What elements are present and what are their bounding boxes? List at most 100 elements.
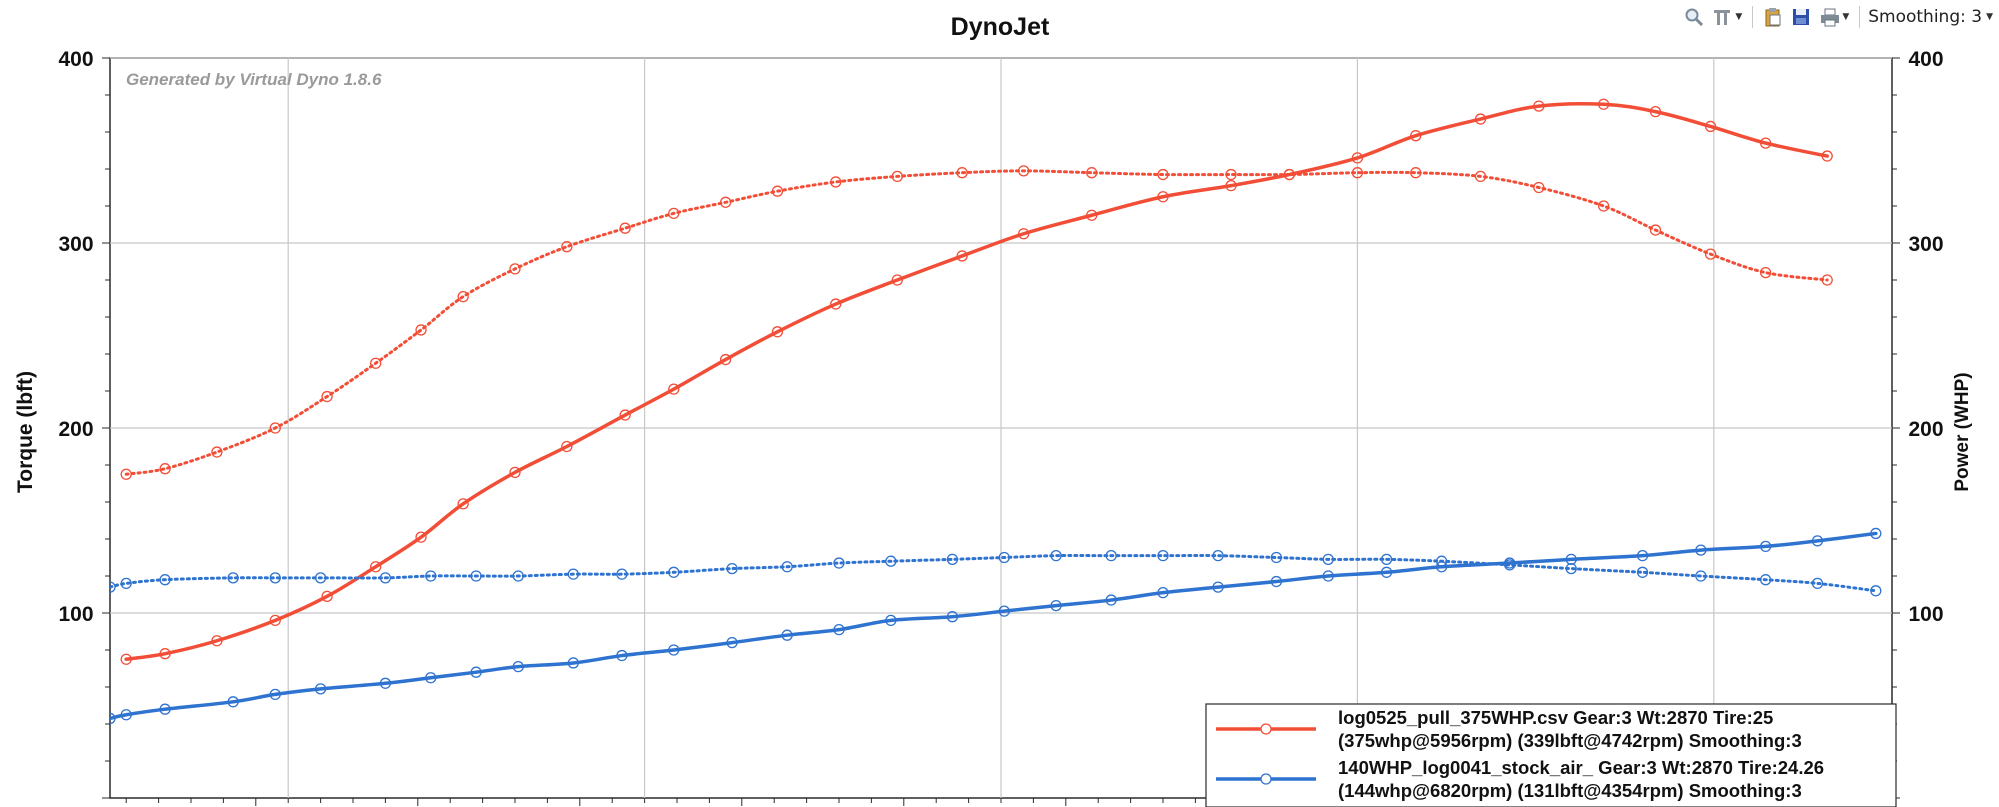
red-power-point — [1474, 113, 1487, 125]
blue-torque-point — [512, 570, 524, 582]
red-torque-point — [561, 241, 573, 253]
copy-button[interactable] — [1761, 7, 1785, 27]
y-tick-label-right: 300 — [1908, 233, 1943, 256]
save-icon — [1793, 9, 1810, 25]
blue-torque-line — [110, 554, 1878, 593]
blue-torque-point — [668, 566, 680, 578]
red-torque-point — [457, 290, 469, 303]
y-tick-label-left: 300 — [58, 233, 93, 256]
chevron-down-icon: ▼ — [1986, 12, 1993, 22]
y-tick-label-right: 400 — [1908, 48, 1943, 71]
red-power-point — [1351, 152, 1364, 164]
blue-power-point — [269, 688, 281, 701]
zoom-icon — [1685, 8, 1704, 27]
blue-torque-point — [227, 572, 239, 584]
blue-torque-point — [110, 581, 116, 593]
red-torque-point — [1533, 181, 1545, 194]
toolbar-divider — [1752, 6, 1754, 28]
red-power-point — [120, 653, 132, 665]
y-axis-label-right: Power (WHP) — [1952, 372, 1973, 491]
blue-power-point — [668, 644, 680, 656]
red-power-point — [370, 561, 382, 573]
blue-torque-point — [269, 572, 281, 584]
red-power-point — [1597, 98, 1610, 110]
chevron-down-icon: ▼ — [1735, 12, 1743, 22]
blue-torque-point — [1270, 551, 1283, 564]
blue-torque-point — [120, 577, 132, 590]
red-power-point — [1759, 137, 1772, 149]
red-torque-point — [321, 390, 333, 403]
blue-torque-point — [616, 568, 628, 580]
red-torque-point — [1225, 168, 1237, 181]
red-power-point — [211, 635, 223, 647]
blue-torque-point — [1870, 585, 1882, 597]
red-torque-point — [415, 324, 427, 336]
red-power-point — [561, 440, 573, 453]
red-power-line — [124, 102, 1829, 661]
red-power-point — [619, 409, 631, 421]
red-torque-point — [370, 357, 382, 369]
red-power-point — [159, 648, 171, 660]
zoom-button[interactable] — [1682, 7, 1706, 27]
blue-power-point — [1870, 527, 1882, 540]
blue-torque-point — [1695, 570, 1707, 582]
blue-torque-point — [1759, 574, 1772, 586]
red-power-point — [1410, 130, 1422, 142]
red-torque-point — [1649, 224, 1662, 236]
blue-torque-point — [781, 561, 793, 573]
blue-power-point — [1565, 553, 1577, 565]
red-torque-point — [1704, 248, 1717, 260]
blue-power-point — [120, 709, 132, 721]
legend-marker-red — [1260, 723, 1272, 735]
legend-label-red: log0525_pull_375WHP.csv Gear:3 Wt:2870 T… — [1338, 707, 1773, 728]
legend-detail-blue: (144whp@6820rpm) (131lbft@4354rpm) Smoot… — [1338, 780, 1802, 801]
blue-torque-point — [567, 568, 579, 580]
blue-torque-point — [833, 557, 845, 569]
red-power-point — [1533, 100, 1545, 112]
blue-power-point — [1050, 599, 1062, 612]
red-power-point — [719, 353, 732, 366]
red-torque-point — [719, 196, 732, 208]
print-button[interactable]: ▼ — [1817, 7, 1851, 27]
save-button[interactable] — [1789, 7, 1813, 27]
red-torque-point — [956, 167, 968, 179]
blue-torque-point — [998, 551, 1010, 564]
red-power-point — [891, 274, 903, 286]
legend-box — [1205, 703, 1897, 807]
chart-settings-button[interactable]: ▼ — [1710, 7, 1744, 27]
blue-torque-point — [159, 574, 171, 586]
blue-torque-point — [1050, 550, 1062, 562]
blue-torque-point — [470, 570, 482, 582]
red-power-point — [1821, 150, 1833, 162]
y-tick-label-right: 200 — [1908, 418, 1943, 441]
red-power-point — [1649, 106, 1662, 118]
red-torque-point — [1351, 167, 1364, 179]
red-power-point — [269, 614, 281, 627]
blue-power-point — [1157, 587, 1169, 599]
red-torque-point — [269, 422, 281, 434]
blue-torque-point — [1212, 550, 1224, 562]
blue-power-point — [1105, 594, 1117, 606]
red-torque-point — [1821, 274, 1833, 286]
red-torque-point — [1086, 167, 1098, 179]
red-power-point — [1283, 168, 1296, 181]
smoothing-dropdown[interactable]: Smoothing: 3 ▼ — [1868, 7, 1993, 27]
blue-torque-point — [1157, 550, 1169, 562]
red-torque-point — [771, 185, 784, 197]
y-tick-label-right: 100 — [1908, 603, 1943, 626]
legend: log0525_pull_375WHP.csv Gear:3 Wt:2870 T… — [1205, 703, 1897, 807]
red-torque-point — [1410, 167, 1422, 179]
red-torque-point — [1157, 168, 1169, 181]
legend-detail-red: (375whp@5956rpm) (339lbft@4742rpm) Smoot… — [1338, 730, 1802, 751]
red-power-point — [415, 531, 427, 543]
chevron-down-icon: ▼ — [1842, 12, 1850, 22]
red-torque-point — [159, 463, 171, 475]
blue-power-point — [227, 696, 239, 708]
blue-torque-point — [425, 570, 437, 582]
blue-power-point — [726, 636, 738, 649]
red-torque-point — [1597, 200, 1610, 212]
blue-power-point — [1212, 581, 1224, 593]
red-power-point — [1157, 191, 1169, 203]
blue-power-point — [425, 672, 437, 684]
